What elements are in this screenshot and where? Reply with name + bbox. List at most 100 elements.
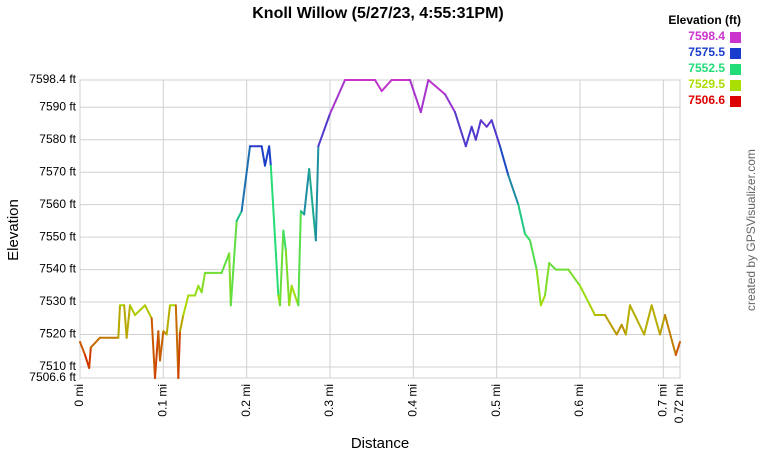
profile-segment (604, 314, 618, 336)
x-axis-label: Distance (351, 435, 409, 452)
plot-area (79, 79, 681, 379)
profile-segment (165, 304, 171, 336)
x-tick-label: 0.7 mi (656, 384, 670, 417)
profile-segment (269, 164, 280, 297)
legend-label: 7575.5 (688, 45, 725, 59)
profile-segment (129, 304, 136, 317)
profile-segment (88, 346, 92, 369)
profile-segment (144, 304, 153, 320)
profile-segment (650, 304, 661, 336)
profile-segment (279, 229, 285, 307)
legend-swatch (730, 32, 741, 43)
profile-segment (539, 294, 546, 307)
profile-segment (464, 125, 473, 148)
profile-segment (303, 167, 311, 216)
x-tick-label: 0.72 mi (672, 384, 686, 423)
profile-segment (89, 336, 101, 349)
profile-segment (474, 119, 482, 141)
profile-segment (674, 340, 681, 356)
x-tick-label: 0.5 mi (489, 384, 503, 417)
profile-segment (535, 268, 542, 307)
profile-segment (182, 294, 190, 317)
legend-title: Elevation (ft) (668, 13, 741, 27)
profile-segment (524, 232, 531, 242)
profile-segment (479, 119, 488, 128)
credit: created by GPSVisualizer.com (744, 149, 758, 311)
x-tick-label: 0.3 mi (322, 384, 336, 417)
profile-segment (427, 79, 446, 96)
y-tick-label: 7510 ft (39, 359, 76, 373)
profile-segment (454, 111, 467, 148)
profile-segment (490, 119, 501, 148)
profile-segment (659, 314, 666, 336)
profile-segment (229, 219, 238, 307)
legend-label: 7598.4 (688, 29, 725, 43)
profile-segment (282, 229, 287, 252)
profile-segment (624, 304, 631, 336)
legend-label: 7529.5 (688, 77, 725, 91)
y-tick-label: 7598.4 ft (29, 72, 76, 86)
y-tick-label: 7590 ft (39, 99, 76, 113)
x-tick-label: 0 mi (72, 384, 86, 407)
profile-segment (125, 304, 131, 339)
profile-segment (297, 210, 302, 307)
x-tick-label: 0.4 mi (406, 384, 420, 417)
legend-label: 7506.6 (688, 93, 725, 107)
profile-segment (444, 93, 456, 114)
profile-segment (548, 262, 557, 271)
profile-segment (260, 145, 266, 167)
profile-segment (499, 145, 510, 177)
profile-segment (235, 210, 243, 222)
y-tick-label: 7550 ft (39, 229, 76, 243)
profile-segment (517, 203, 526, 235)
profile-segment (134, 304, 146, 317)
profile-segment (194, 284, 200, 297)
legend-swatch (730, 96, 741, 107)
profile-segment (179, 314, 185, 333)
profile-segment (308, 167, 317, 242)
legend-swatch (730, 80, 741, 91)
profile-segment (374, 79, 383, 93)
y-tick-label: 7570 ft (39, 164, 76, 178)
profile-segment (200, 271, 206, 294)
chart-title: Knoll Willow (5/27/23, 4:55:31PM) (252, 5, 503, 22)
profile-segment (485, 119, 493, 128)
y-tick-label: 7580 ft (39, 132, 76, 146)
x-tick-label: 0.1 mi (156, 384, 170, 417)
profile-segment (268, 145, 272, 167)
y-tick-label: 7530 ft (39, 294, 76, 308)
profile-segment (529, 239, 538, 271)
profile-segment (643, 304, 653, 336)
profile-segment (240, 145, 251, 213)
profile-segment (177, 330, 181, 379)
legend-swatch (730, 64, 741, 75)
profile-segment (317, 112, 331, 148)
profile-segment (615, 323, 623, 336)
profile-segment (419, 79, 430, 114)
y-axis-label: Elevation (5, 199, 22, 261)
profile-segment (579, 284, 591, 307)
profile-segment (544, 262, 551, 297)
profile-segment (220, 252, 231, 274)
legend-label: 7552.5 (688, 61, 725, 75)
profile-segment (150, 317, 156, 379)
profile-segment (159, 330, 165, 362)
profile-segment (79, 340, 86, 356)
profile-segment (589, 304, 596, 317)
profile-segment (567, 268, 581, 287)
y-tick-label: 7520 ft (39, 327, 76, 341)
x-tick-label: 0.6 mi (572, 384, 586, 417)
y-tick-label: 7560 ft (39, 197, 76, 211)
profile-segment (117, 304, 121, 339)
profile-segment (290, 284, 300, 307)
profile-segment (629, 304, 646, 336)
y-tick-label: 7540 ft (39, 262, 76, 276)
x-tick-label: 0.2 mi (239, 384, 253, 417)
profile-segment (288, 284, 293, 307)
profile-segment (507, 174, 520, 206)
profile-segment (470, 125, 477, 141)
y-tick-label: 7506.6 ft (29, 370, 76, 384)
profile-segment (284, 249, 291, 307)
profile-segment (664, 314, 677, 356)
